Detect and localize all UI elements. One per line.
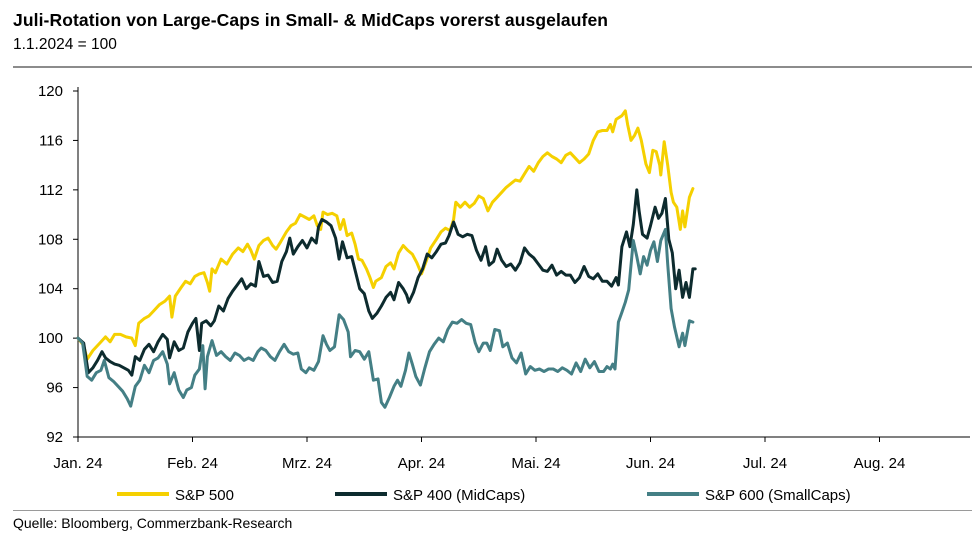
y-tick-label: 104	[38, 281, 63, 298]
x-tick-label: Apr. 24	[398, 455, 446, 472]
y-tick-label: 108	[38, 231, 63, 248]
x-tick-label: Jun. 24	[626, 455, 675, 472]
y-tick-label: 96	[46, 380, 63, 397]
x-tick-label: Mai. 24	[511, 455, 560, 472]
chart-subtitle: 1.1.2024 = 100	[13, 36, 117, 53]
header-divider	[13, 66, 972, 68]
y-tick-label: 112	[39, 182, 63, 199]
source-note: Quelle: Bloomberg, Commerzbank-Research	[13, 515, 293, 531]
footer-divider	[13, 510, 972, 511]
legend-label-2: S&P 400 (MidCaps)	[393, 487, 525, 504]
legend-label-3: S&P 600 (SmallCaps)	[705, 487, 851, 504]
x-tick-label: Jan. 24	[53, 455, 102, 472]
series-line-3	[76, 227, 695, 409]
x-tick-label: Aug. 24	[854, 455, 906, 472]
legend-label-1: S&P 500	[175, 487, 234, 504]
y-tick-label: 116	[39, 132, 63, 149]
y-tick-label: 100	[38, 330, 63, 347]
x-tick-label: Mrz. 24	[282, 455, 332, 472]
x-tick-label: Jul. 24	[743, 455, 787, 472]
chart-title: Juli-Rotation von Large-Caps in Small- &…	[13, 10, 609, 30]
line-chart: 92 96 100 104 108 112 116 120 Jan. 24 Feb. 24 Mrz.…	[38, 83, 970, 504]
series-line-2	[76, 188, 697, 377]
x-tick-label: Feb. 24	[167, 455, 218, 472]
y-tick-label: 120	[38, 83, 63, 100]
y-tick-label: 92	[46, 429, 63, 446]
series-line-1	[76, 109, 695, 361]
